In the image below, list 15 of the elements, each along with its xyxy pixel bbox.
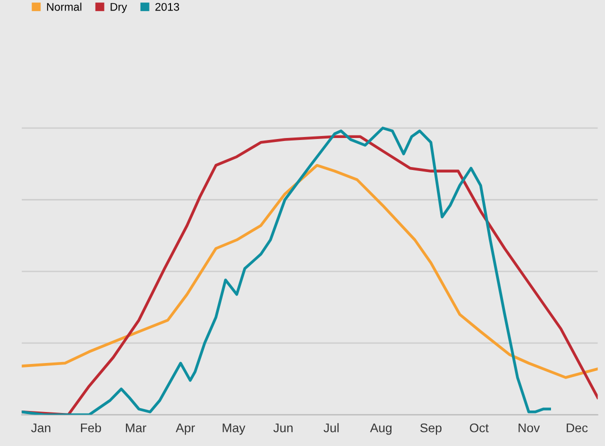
x-tick-label: Jan <box>31 424 50 432</box>
legend-label: Normal <box>47 2 82 11</box>
x-tick-label: May <box>222 424 246 435</box>
x-tick-label: Aug <box>370 424 392 435</box>
x-tick-label: Oct <box>470 423 489 432</box>
x-tick-label: Mar <box>126 424 146 432</box>
legend-label: 2013 <box>155 2 180 11</box>
x-tick-label: Apr <box>176 424 195 435</box>
x-tick-label: Sep <box>420 423 442 435</box>
x-tick-label: Feb <box>81 423 102 432</box>
legend-label: Dry <box>110 3 128 14</box>
x-tick-label: Jun <box>273 424 293 432</box>
x-tick-label: Dec <box>566 424 588 432</box>
x-tick-label: Nov <box>518 424 540 432</box>
x-tick-label: Jul <box>324 423 339 432</box>
